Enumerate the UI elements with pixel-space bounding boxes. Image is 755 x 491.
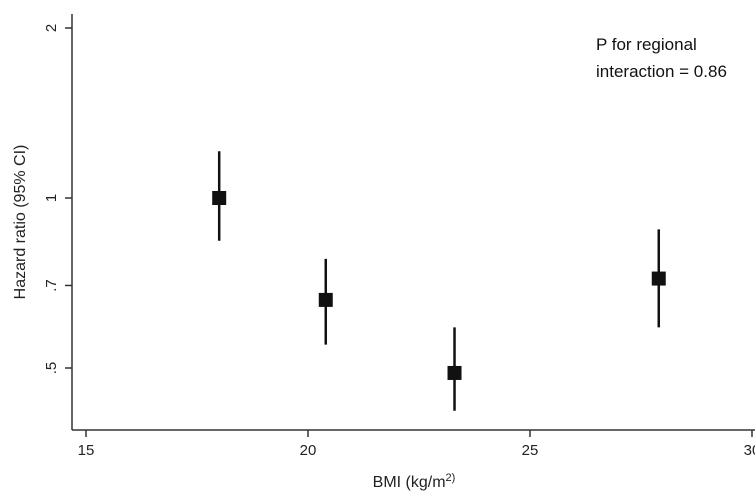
y-axis-title: Hazard ratio (95% CI): [12, 145, 29, 300]
annotation-line-1: P for regional: [596, 35, 697, 54]
y-tick-label: 1: [43, 194, 60, 202]
y-tick-label: 2: [43, 24, 60, 32]
x-axis-title-superscript: 2: [446, 472, 452, 484]
data-points: [212, 151, 666, 411]
x-tick-label: 25: [522, 442, 539, 459]
x-ticks: 15 20 25 30: [78, 430, 755, 459]
point-marker: [318, 292, 333, 307]
x-axis-title-main: BMI (kg/m: [373, 474, 446, 491]
y-tick-label: .5: [43, 362, 60, 375]
x-tick-label: 30: [744, 442, 755, 459]
point-marker: [651, 271, 666, 286]
x-axis-title-suffix: ): [452, 472, 456, 484]
x-tick-label: 20: [300, 442, 317, 459]
y-ticks: .5 .7 1 2: [43, 24, 72, 374]
x-tick-label: 15: [78, 442, 95, 459]
point-marker: [212, 191, 227, 205]
annotation-line-2: interaction = 0.86: [596, 62, 727, 81]
y-tick-label: .7: [43, 279, 60, 292]
x-axis-title: BMI (kg/m2): [373, 472, 456, 491]
point-marker: [447, 365, 462, 380]
axes: [71, 14, 755, 431]
